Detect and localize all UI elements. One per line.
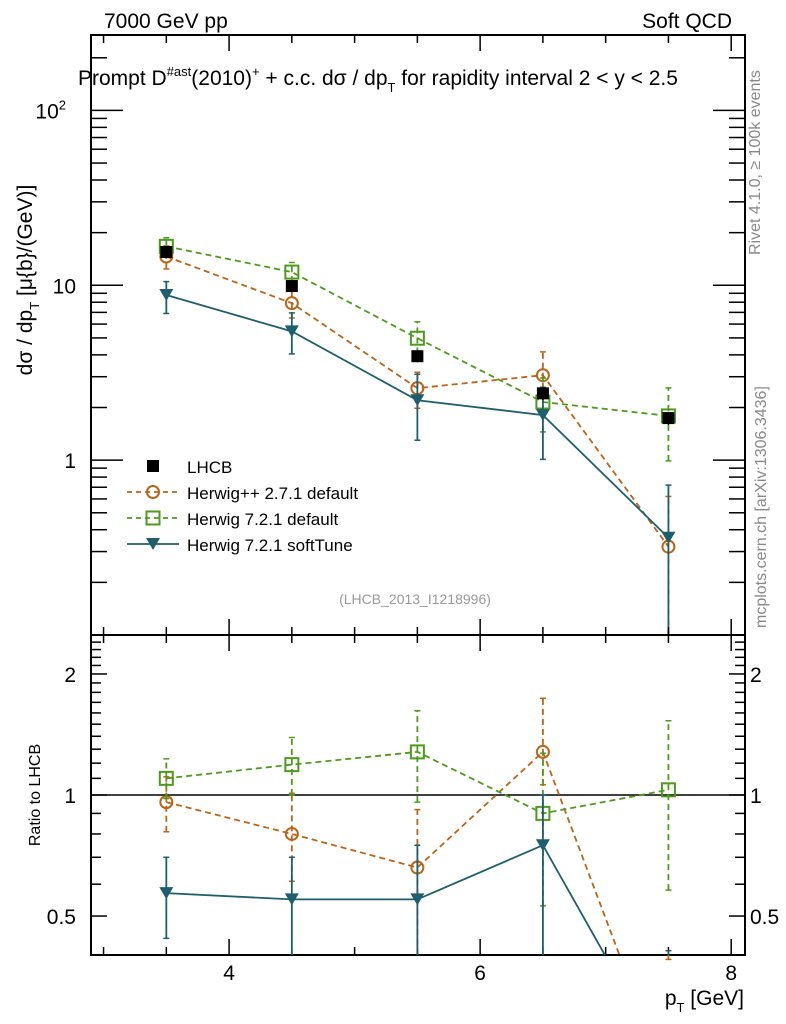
data-point <box>284 826 299 841</box>
main-ylabel: dσ / dpT [μ{b}/(GeV)] <box>14 185 42 376</box>
data-point <box>284 893 299 906</box>
data-point <box>284 296 299 311</box>
data-point <box>660 782 676 798</box>
mcplots-label: mcplots.cern.ch [arXiv:1306.3436] <box>753 386 770 628</box>
data-point <box>159 887 174 900</box>
tick-base: 10 <box>35 100 58 123</box>
data-point <box>284 325 299 338</box>
main-ylabel-post: [μ{b}/(GeV)] <box>14 185 37 302</box>
lhcb-data-point <box>160 246 173 259</box>
ratio-y-tick-label-right: 2 <box>750 664 762 687</box>
chart-title-post: + c.c. dσ / dp <box>260 67 388 90</box>
x-tick-label: 4 <box>223 962 235 985</box>
legend: LHCB Herwig++ 2.7.1 default Herwig 7.2.1 d… <box>127 458 358 555</box>
chart-title: Prompt D#ast(2010)+ + c.c. dσ / dpT for … <box>78 64 678 95</box>
legend-label: LHCB <box>187 458 232 477</box>
data-point <box>661 531 676 544</box>
chart-title-tail: for rapidity interval 2 < y < 2.5 <box>395 67 677 90</box>
legend-label: Herwig 7.2.1 default <box>187 510 338 529</box>
analysis-id-watermark: (LHCB_2013_I1218996) <box>339 591 491 607</box>
data-point <box>409 330 425 346</box>
lhcb-data-point <box>662 412 675 425</box>
x-tick-label: 6 <box>474 962 486 985</box>
ratio-y-tick-label-left: 2 <box>64 664 76 687</box>
legend-marker <box>146 538 160 550</box>
data-point <box>535 409 550 422</box>
header-left: 7000 GeV pp <box>104 10 228 33</box>
data-point <box>535 839 550 852</box>
legend-marker-lhcb <box>147 460 159 472</box>
ratio-ylabel: Ratio to LHCB <box>27 744 44 846</box>
header-right: Soft QCD <box>642 10 732 33</box>
legend-marker <box>146 485 160 499</box>
legend-label: Herwig 7.2.1 softTune <box>187 536 353 555</box>
lhcb-data-point <box>285 280 298 293</box>
chart-title-sub: T <box>388 80 396 95</box>
data-point <box>158 770 174 786</box>
ratio-y-tick-label-left: 0.5 <box>47 906 76 929</box>
legend-marker <box>145 510 161 526</box>
x-axis-label-sub: T <box>677 1000 685 1015</box>
x-axis-label-pre: p <box>665 987 677 1010</box>
data-point <box>410 394 425 407</box>
main-y-tick-label: 1 <box>64 450 76 473</box>
lhcb-data-point <box>536 387 549 400</box>
x-tick-label: 8 <box>725 962 737 985</box>
lhcb-data-point <box>411 350 424 363</box>
chart-title-pre: Prompt D <box>78 67 167 90</box>
ratio-y-tick-label-left: 1 <box>64 785 76 808</box>
x-axis-label-post: [GeV] <box>684 987 744 1010</box>
chart-title-sup2: + <box>252 64 260 79</box>
data-point <box>410 893 425 906</box>
ratio-panel: 4 6 8 0.5 0.5 1 1 2 2 <box>47 619 779 985</box>
main-ylabel-sub: T <box>27 302 42 310</box>
main-ylabel-pre: dσ / dp <box>14 310 37 376</box>
x-axis-label: pT [GeV] <box>665 987 744 1015</box>
ratio-y-tick-label-right: 0.5 <box>750 906 779 929</box>
chart-title-mid: (2010) <box>191 67 252 90</box>
ratio-y-tick-label-right: 1 <box>750 785 762 808</box>
data-point <box>159 288 174 301</box>
rivet-version-label: Rivet 4.1.0, ≥ 100k events <box>747 70 764 255</box>
tick-exponent: 2 <box>59 97 66 112</box>
data-point <box>535 744 550 759</box>
data-point <box>284 264 300 280</box>
chart-title-sup1: #ast <box>167 64 192 79</box>
legend-label: Herwig++ 2.7.1 default <box>187 484 358 503</box>
data-point <box>284 757 300 773</box>
data-point <box>409 744 425 760</box>
main-y-tick-label: 10 <box>53 275 76 298</box>
main-y-tick-label: 102 <box>35 97 66 123</box>
